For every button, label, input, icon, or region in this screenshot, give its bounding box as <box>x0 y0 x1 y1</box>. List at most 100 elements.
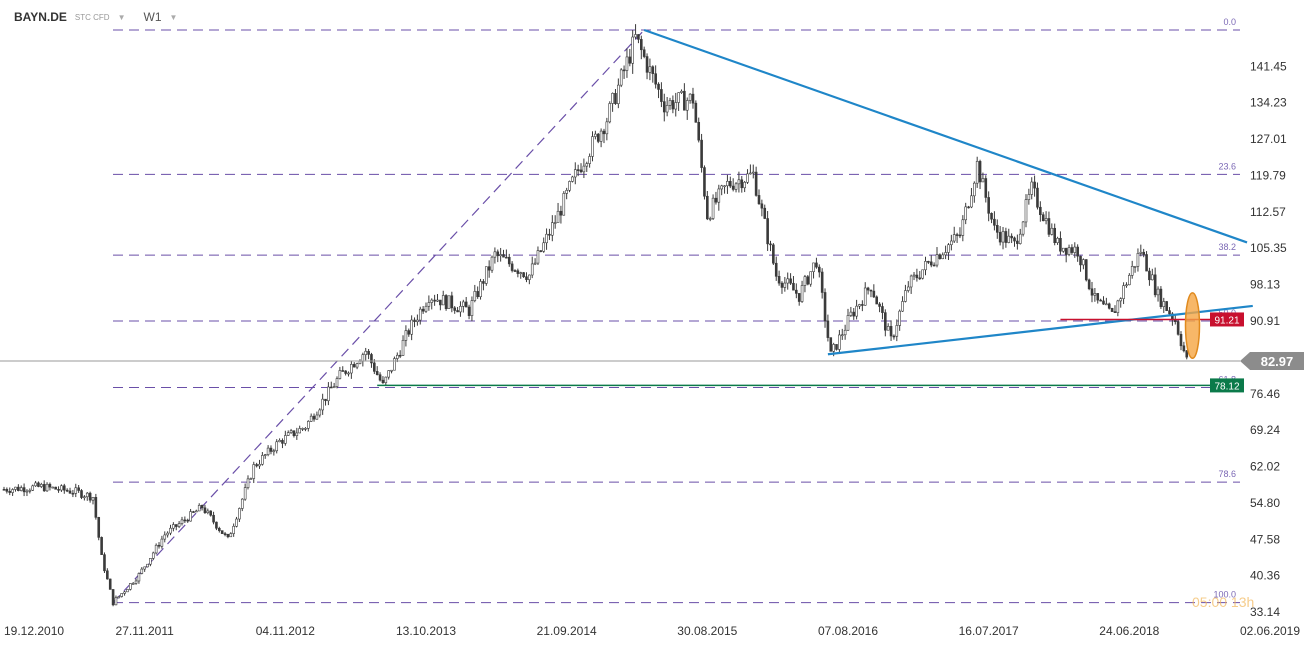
candle-body <box>470 300 474 316</box>
candle-body <box>367 350 370 355</box>
candle-body <box>740 179 744 189</box>
current-price-tag <box>1240 351 1304 370</box>
candle-body <box>654 73 657 85</box>
candle-body <box>668 100 672 106</box>
candle-body <box>947 244 950 253</box>
candle-body <box>1067 247 1071 255</box>
candle-body <box>1036 187 1039 208</box>
candle-body <box>309 415 313 422</box>
candle-body <box>1113 311 1117 313</box>
candle-body <box>195 510 198 513</box>
y-tick-label: 105.35 <box>1250 241 1287 255</box>
candle-body <box>358 360 362 364</box>
candle-body <box>1079 255 1082 266</box>
candle-body <box>993 218 996 226</box>
y-tick-label: 69.24 <box>1250 423 1280 437</box>
timeframe-selector[interactable]: W1 <box>143 10 162 24</box>
candle-body <box>467 306 471 316</box>
candle-body <box>218 527 221 531</box>
candle-body <box>642 49 646 57</box>
candle-body <box>691 93 695 104</box>
candle-body <box>31 485 35 491</box>
candle-body <box>338 370 342 379</box>
candle-body <box>499 254 502 257</box>
candle-body <box>881 306 884 313</box>
candle-body <box>166 532 169 536</box>
candle-body <box>487 266 491 271</box>
y-tick-label: 54.80 <box>1250 496 1280 510</box>
candle-body <box>100 537 103 555</box>
candle-body <box>513 270 517 272</box>
candle-body <box>766 218 769 245</box>
chevron-down-icon[interactable]: ▼ <box>117 12 126 22</box>
candle-body <box>611 93 614 104</box>
candle-body <box>223 533 227 535</box>
candle-body <box>763 207 767 219</box>
candle-body <box>645 56 649 73</box>
candle-body <box>906 286 910 291</box>
candle-body <box>332 386 336 389</box>
candle-body <box>1062 247 1065 252</box>
candle-body <box>140 568 144 574</box>
candle-body <box>723 185 726 188</box>
candle-body <box>51 486 55 489</box>
instrument-type-label[interactable]: STC CFD <box>74 12 110 22</box>
candle-body <box>143 566 146 570</box>
fib-level-label: 100.0 <box>1213 590 1236 600</box>
candle-body <box>306 421 310 429</box>
candle-body <box>8 491 12 493</box>
candle-body <box>329 386 333 389</box>
candle-body <box>726 180 729 187</box>
candle-body <box>571 176 574 182</box>
candle-body <box>622 69 626 72</box>
candle-body <box>2 488 6 491</box>
candle-body <box>932 264 936 267</box>
candle-body <box>754 171 758 196</box>
candle-body <box>970 195 973 208</box>
candle-body <box>1125 284 1128 287</box>
candle-body <box>1176 321 1180 335</box>
candle-body <box>995 225 999 233</box>
candle-body <box>479 281 482 298</box>
candle-body <box>5 489 9 492</box>
candle-body <box>683 90 686 111</box>
candle-body <box>493 251 497 258</box>
candle-body <box>189 511 192 522</box>
y-tick-label: 98.13 <box>1250 278 1280 292</box>
candle-body <box>459 306 462 313</box>
candle-body <box>375 371 379 376</box>
symbol-label: BAYN.DE <box>14 10 67 24</box>
candle-body <box>350 364 353 374</box>
chevron-down-icon[interactable]: ▼ <box>169 12 178 22</box>
candle-body <box>278 440 281 443</box>
candle-body <box>674 102 678 110</box>
candle-body <box>94 497 98 518</box>
candle-body <box>614 93 617 104</box>
candle-body <box>605 121 609 135</box>
candle-body <box>137 573 141 582</box>
candle-body <box>878 303 881 307</box>
candle-body <box>542 242 546 252</box>
y-tick-label: 40.36 <box>1250 569 1280 583</box>
countdown-watermark: 05:00 13h <box>1192 594 1254 610</box>
candle-body <box>292 430 296 436</box>
candle-body <box>324 398 327 402</box>
candle-body <box>284 435 287 444</box>
candle-body <box>536 250 540 264</box>
candle-body <box>510 263 514 271</box>
candle-body <box>984 178 988 198</box>
candle-body <box>743 182 746 189</box>
candle-body <box>1136 253 1140 267</box>
candle-body <box>803 276 807 286</box>
candle-body <box>48 483 52 488</box>
candle-body <box>1153 274 1157 296</box>
candle-body <box>476 291 479 298</box>
candle-body <box>792 282 795 291</box>
candle-body <box>941 254 945 260</box>
candle-body <box>530 263 534 276</box>
candle-body <box>720 185 723 190</box>
candle-body <box>594 133 597 137</box>
candle-body <box>975 161 979 184</box>
candle-body <box>1165 301 1168 311</box>
